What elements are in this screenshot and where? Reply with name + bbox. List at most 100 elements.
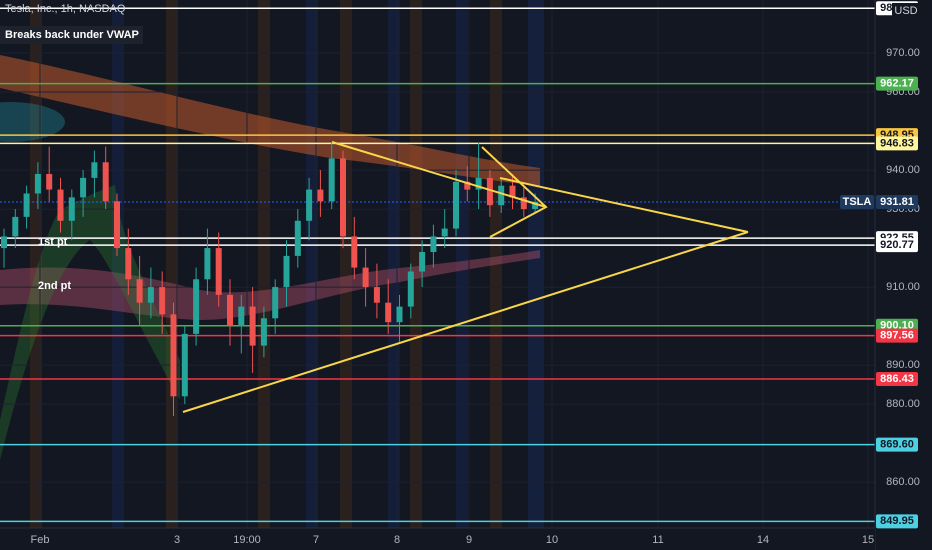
session-band — [112, 0, 124, 528]
annotation: 2nd pt — [38, 280, 71, 292]
session-band — [410, 0, 422, 528]
trendline — [481, 146, 548, 238]
candle-body — [520, 197, 527, 210]
session-band — [258, 0, 270, 528]
candle-body — [34, 173, 41, 194]
time-axis — [0, 528, 875, 550]
level-label: 897.56 — [880, 330, 914, 342]
candle-body — [260, 318, 267, 346]
price-axis — [875, 0, 932, 550]
candle-body — [1, 236, 7, 249]
annotation-box — [0, 26, 143, 44]
session-band — [166, 0, 178, 528]
candle-body — [204, 248, 211, 280]
level-label-box — [876, 76, 918, 91]
candle-body — [362, 267, 369, 288]
ma-ribbon — [0, 250, 540, 320]
candle-body — [498, 185, 505, 206]
session-band — [528, 0, 544, 528]
candle-body — [181, 333, 188, 397]
session-band — [490, 0, 502, 528]
candle-body — [249, 306, 256, 346]
level-label: 962.17 — [880, 77, 914, 89]
candle-body — [68, 197, 75, 221]
candle-body — [238, 306, 245, 327]
candle-body — [453, 181, 459, 229]
session-band — [30, 0, 42, 528]
y-tick-label: 880.00 — [886, 398, 920, 410]
candle-body — [12, 216, 19, 237]
grid — [0, 0, 875, 528]
level-label-box — [876, 136, 918, 151]
candle-body — [215, 248, 222, 295]
candle-body — [396, 306, 403, 323]
x-tick-label: 8 — [394, 534, 400, 546]
x-tick-label: Feb — [31, 534, 50, 546]
session-band — [456, 0, 468, 528]
candle-body — [125, 248, 132, 280]
trendlines — [182, 141, 749, 413]
candle-body — [373, 287, 380, 303]
candle-body — [170, 314, 177, 397]
candle-body — [340, 158, 346, 237]
level-label: 849.95 — [880, 515, 914, 527]
level-label-box — [876, 372, 918, 387]
candle-body — [136, 279, 143, 303]
highlight-ellipse — [0, 102, 65, 142]
axis-labels: 970.00960.00940.00930.00910.00890.00880.… — [31, 1, 920, 546]
candle-body — [283, 255, 290, 288]
level-label: 920.77 — [880, 239, 914, 251]
x-tick-label: 15 — [862, 534, 874, 546]
candle-body — [114, 201, 120, 249]
annotation: Breaks back under VWAP — [5, 29, 139, 41]
level-label-box — [876, 437, 918, 452]
candles — [1, 142, 539, 416]
x-tick-label: 10 — [546, 534, 558, 546]
candle-body — [159, 287, 166, 315]
currency-box — [892, 3, 920, 19]
candle-body — [430, 236, 437, 252]
y-tick-label: 910.00 — [886, 281, 920, 293]
candle-body — [306, 189, 313, 221]
candle-body — [475, 177, 482, 190]
candle-body — [272, 287, 279, 319]
x-tick-label: 14 — [757, 534, 769, 546]
trendline — [331, 141, 547, 208]
candle-body — [23, 193, 30, 217]
candle-body — [317, 189, 324, 202]
candle-body — [509, 185, 516, 198]
candle-body — [464, 181, 471, 190]
level-label-box — [876, 514, 918, 529]
candle-body — [46, 173, 53, 190]
candle-body — [407, 271, 414, 307]
level-label-box — [876, 328, 918, 343]
symbol-box — [840, 195, 874, 210]
y-tick-label: 860.00 — [886, 476, 920, 488]
candle-body — [147, 287, 154, 303]
y-tick-label: 970.00 — [886, 47, 920, 59]
candle-body — [193, 279, 200, 334]
level-label: 886.43 — [880, 373, 914, 385]
candle-body — [351, 236, 358, 268]
candle-body — [91, 162, 98, 178]
trendline — [499, 177, 749, 233]
level-label-box — [876, 238, 918, 253]
cloud — [0, 185, 180, 460]
candle-body — [57, 189, 64, 221]
vwap-ribbon — [0, 55, 540, 186]
candle-body — [419, 251, 426, 272]
x-tick-label: 11 — [652, 534, 663, 546]
level-label: 869.60 — [880, 439, 914, 451]
x-tick-label: 7 — [313, 534, 319, 546]
trendline — [182, 231, 749, 413]
x-tick-label: 3 — [174, 534, 180, 546]
x-tick-label: 19:00 — [233, 534, 261, 546]
levels — [0, 7, 875, 523]
chart-title: Tesla, Inc., 1h, NASDAQ — [5, 3, 126, 15]
candle-body — [328, 158, 335, 202]
y-tick-label: 890.00 — [886, 359, 920, 371]
candle-body — [441, 228, 448, 237]
candle-body — [80, 177, 87, 198]
last-price-box — [876, 195, 918, 210]
